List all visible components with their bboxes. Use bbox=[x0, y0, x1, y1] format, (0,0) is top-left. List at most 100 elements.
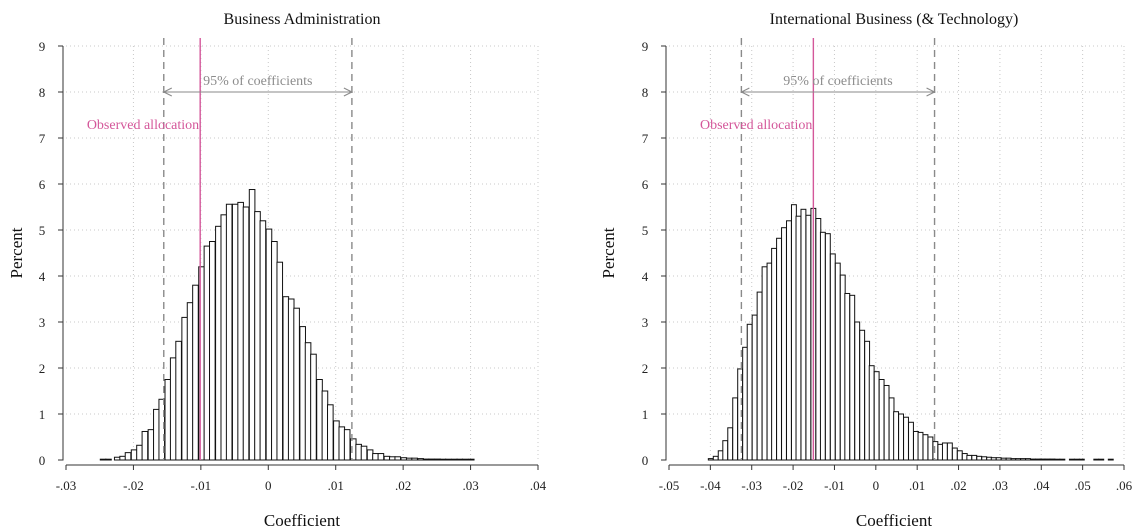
panel-international-business: International Business (& Technology) 0 1… bbox=[599, 11, 1133, 530]
histogram-bar bbox=[141, 430, 149, 461]
histogram-bar bbox=[922, 434, 929, 461]
histogram-bar bbox=[805, 214, 812, 461]
histogram-bar bbox=[422, 458, 430, 461]
histogram-bar bbox=[824, 233, 831, 461]
x-tick-label: 0 bbox=[873, 478, 880, 493]
y-tick-label: 1 bbox=[642, 407, 649, 422]
chart-title: Business Administration bbox=[224, 11, 381, 28]
histogram-bar bbox=[898, 413, 904, 461]
y-tick-label: 4 bbox=[642, 269, 649, 284]
histogram-bar bbox=[834, 262, 841, 461]
histogram-bar bbox=[908, 421, 914, 461]
histogram-bar bbox=[903, 416, 909, 461]
histogram-bar bbox=[751, 314, 758, 461]
histogram-bar bbox=[316, 379, 323, 461]
histogram-bar bbox=[893, 411, 900, 461]
histogram-bar bbox=[293, 307, 300, 461]
histogram-bar bbox=[854, 321, 861, 461]
y-tick-label: 9 bbox=[39, 39, 46, 54]
x-tick-label: -.02 bbox=[783, 478, 804, 493]
histogram-bar bbox=[971, 454, 978, 461]
histogram-bar bbox=[956, 450, 963, 461]
histogram-bar bbox=[338, 426, 346, 461]
y-tick-label: 7 bbox=[39, 131, 46, 146]
x-tick-label: -.03 bbox=[741, 478, 762, 493]
histogram-bar bbox=[265, 228, 273, 461]
histogram-bar bbox=[1039, 458, 1046, 461]
histogram-bar bbox=[383, 455, 391, 461]
y-tick-label: 3 bbox=[642, 315, 649, 330]
histogram-bar bbox=[366, 449, 374, 461]
histogram-bars bbox=[707, 204, 1114, 461]
y-tick-label: 9 bbox=[642, 39, 649, 54]
histogram-bar bbox=[360, 445, 368, 461]
histogram-bar bbox=[756, 291, 763, 461]
histogram-bar bbox=[310, 353, 317, 461]
histogram-bar bbox=[181, 316, 188, 461]
histogram-bar bbox=[829, 253, 836, 461]
histogram-bar bbox=[946, 442, 953, 461]
histogram-bar bbox=[105, 458, 112, 461]
histogram-bar bbox=[192, 284, 199, 461]
histogram-bar bbox=[873, 371, 880, 461]
histogram-bar bbox=[304, 342, 312, 461]
histogram-bar bbox=[215, 225, 222, 461]
y-tick-label: 7 bbox=[642, 131, 649, 146]
ci-arrow-head-left bbox=[740, 87, 750, 97]
histogram-bar bbox=[1078, 458, 1085, 461]
ci-arrow-head-left bbox=[162, 87, 173, 97]
histogram-bar bbox=[203, 245, 211, 461]
ci-label: 95% of coefficients bbox=[783, 74, 892, 89]
histogram-bar bbox=[1030, 458, 1036, 461]
histogram-bar bbox=[242, 206, 250, 461]
histogram-bar bbox=[1015, 458, 1022, 461]
y-axis-title: Percent bbox=[599, 227, 618, 278]
histogram-bar bbox=[124, 452, 132, 461]
histogram-bar bbox=[389, 456, 396, 461]
y-tick-label: 5 bbox=[642, 223, 649, 238]
histogram-bar bbox=[231, 203, 239, 461]
histogram-bar bbox=[927, 436, 934, 461]
histogram-bar bbox=[707, 458, 714, 461]
histogram-bar bbox=[456, 458, 464, 461]
histogram-bar bbox=[99, 458, 107, 461]
histogram-bar bbox=[781, 227, 787, 461]
histogram-bar bbox=[411, 457, 418, 461]
histogram-bar bbox=[400, 457, 408, 461]
histogram-bar bbox=[1093, 458, 1100, 461]
x-tick-label: .01 bbox=[909, 478, 925, 493]
y-tick-label: 6 bbox=[642, 177, 649, 192]
x-tick-label: .04 bbox=[1033, 478, 1050, 493]
histogram-bar bbox=[461, 458, 469, 461]
histogram-bar bbox=[771, 247, 778, 461]
histogram-bar bbox=[169, 357, 177, 461]
histogram-bar bbox=[917, 431, 924, 461]
x-tick-label: .06 bbox=[1116, 478, 1133, 493]
y-tick-label: 0 bbox=[39, 453, 46, 468]
histogram-bar bbox=[868, 365, 875, 461]
histogram-bar bbox=[434, 458, 441, 461]
histogram-bar bbox=[175, 340, 182, 461]
histogram-bar bbox=[1054, 458, 1061, 461]
ci-label: 95% of coefficients bbox=[203, 74, 312, 89]
histogram-bar bbox=[859, 329, 866, 461]
histogram-bar bbox=[333, 420, 340, 461]
x-tick-label: .03 bbox=[992, 478, 1008, 493]
histogram-bar bbox=[186, 302, 194, 461]
histogram-bar bbox=[321, 390, 329, 461]
histogram-bar bbox=[225, 203, 233, 461]
histogram-bar bbox=[164, 379, 172, 461]
histogram-bar bbox=[932, 441, 939, 461]
x-tick-label: 0 bbox=[265, 478, 272, 493]
histogram-bar bbox=[343, 429, 351, 461]
histogram-bar bbox=[941, 442, 948, 461]
x-tick-label: .03 bbox=[462, 478, 478, 493]
histogram-bar bbox=[1073, 458, 1080, 461]
histogram-bar bbox=[1005, 457, 1012, 461]
histogram-bar bbox=[136, 444, 143, 461]
histogram-bar bbox=[1068, 458, 1075, 461]
histogram-bar bbox=[1025, 458, 1031, 461]
histogram-bar bbox=[800, 208, 807, 461]
histogram-bar bbox=[282, 296, 290, 461]
observed-label: Observed allocation bbox=[700, 118, 812, 133]
